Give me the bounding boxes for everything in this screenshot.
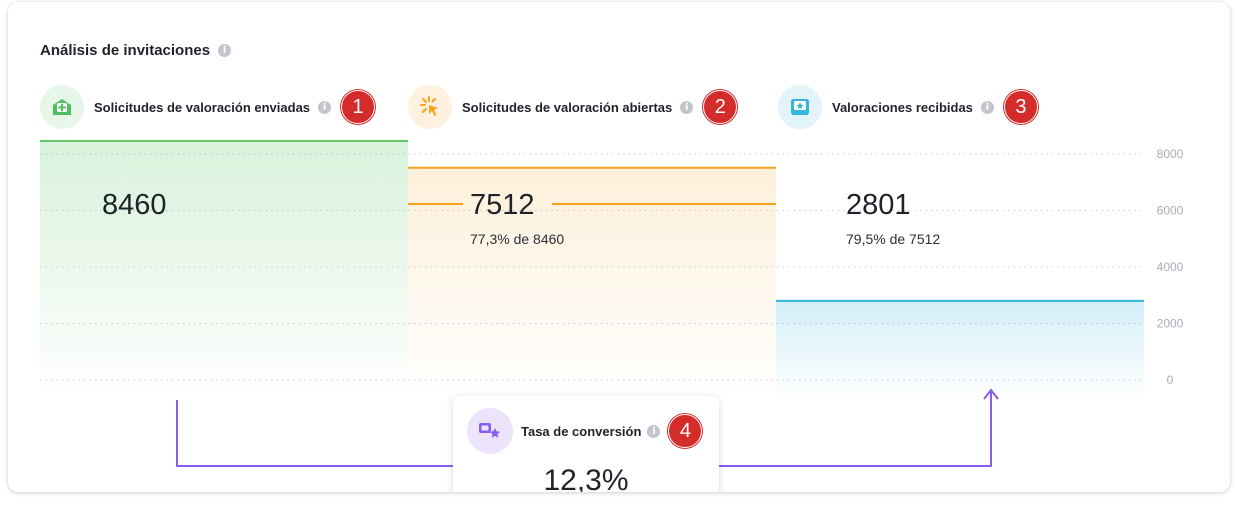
step-sent-label: Solicitudes de valoración enviadas [94,99,311,115]
step-received: Valoraciones recibidas i 3 [778,84,1038,130]
y-tick-label: 8000 [1157,147,1184,161]
conversion-value: 12,3% [543,464,629,492]
annotation-badge: 3 [1003,90,1038,124]
conversion-star-icon [467,408,513,454]
step-opened: Solicitudes de valoración abiertas i 2 [408,84,738,130]
step-opened-label: Solicitudes de valoración abiertas [462,99,673,115]
y-tick-label: 6000 [1157,204,1184,218]
conversion-rate-card: Tasa de conversión i 4 12,3% [453,396,719,492]
card-header: Análisis de invitaciones i [40,42,232,59]
bar[interactable] [40,141,408,398]
info-icon[interactable]: i [218,44,232,57]
bar[interactable] [776,300,1144,398]
info-icon[interactable]: i [980,100,994,114]
y-tick-label: 2000 [1157,317,1184,331]
annotation-badge: 2 [703,90,738,124]
cursor-click-icon [408,85,452,129]
conversion-label: Tasa de conversión [521,423,642,439]
step-sent: Solicitudes de valoración enviadas i 1 [40,84,376,130]
funnel-chart: 8000 6000 4000 2000 0 8460 7512 77,3% de 8460 2… [40,140,1184,467]
info-icon[interactable]: i [647,424,661,438]
envelope-plus-icon [40,85,84,129]
bar-value-label: 2801 [846,189,911,221]
invitation-analysis-card: Análisis de invitaciones i Solicitudes d… [8,2,1230,492]
inbox-star-icon [778,85,822,129]
card-title: Análisis de invitaciones [40,42,211,59]
info-icon[interactable]: i [318,100,332,114]
bar-percentage-label: 77,3% de 8460 [470,231,564,247]
bar[interactable] [408,167,776,398]
conversion-header: Tasa de conversión i 4 [467,408,703,454]
y-tick-label: 4000 [1157,260,1184,274]
bar-value-label: 8460 [102,189,167,221]
step-received-label: Valoraciones recibidas [832,99,973,115]
bar-percentage-label: 79,5% de 7512 [846,231,940,247]
bar-value-label: 7512 [470,189,535,221]
annotation-badge: 1 [341,90,376,124]
info-icon[interactable]: i [680,100,694,114]
y-tick-label: 0 [1167,373,1174,387]
annotation-badge: 4 [668,414,703,448]
